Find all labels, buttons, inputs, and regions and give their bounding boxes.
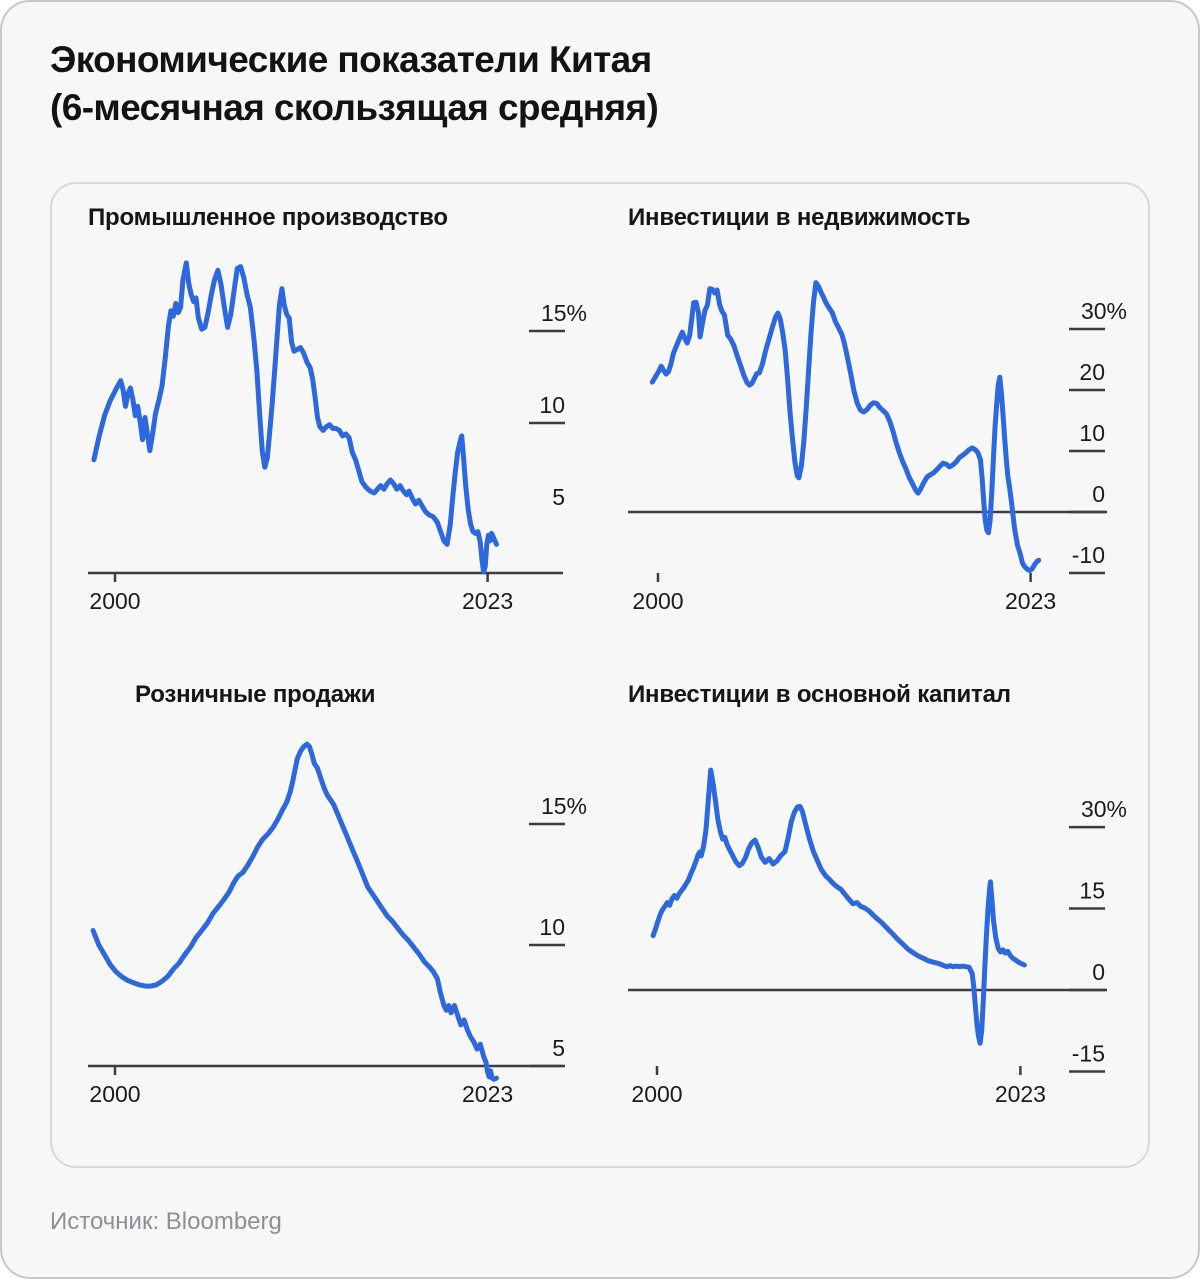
x-tick-label: 2023 bbox=[995, 1081, 1046, 1107]
y-tick-label: 5 bbox=[552, 484, 565, 510]
panel-retail-sales: Розничные продажи 2000 2023 15% 10 5 bbox=[88, 681, 600, 1111]
y-tick-label: 30% bbox=[1081, 298, 1127, 324]
data-line bbox=[91, 260, 499, 575]
chart-title: Инвестиции в недвижимость bbox=[628, 204, 971, 231]
y-tick-label: 0 bbox=[1092, 481, 1105, 507]
x-tick-label: 2000 bbox=[632, 588, 683, 614]
chart-canvas-retail-sales: 2000 2023 15% 10 5 bbox=[88, 741, 587, 1107]
y-tick-label: 30% bbox=[1081, 796, 1127, 822]
chart-canvas-fixed-asset-investment: 2000 2023 30% 15 0 -15 bbox=[628, 767, 1127, 1107]
chart-title: Розничные продажи bbox=[135, 681, 376, 708]
chart-title: Инвестиции в основной капитал bbox=[628, 681, 1011, 708]
y-tick-label: 5 bbox=[552, 1035, 565, 1061]
panel-fixed-asset-investment: Инвестиции в основной капитал 2000 2023 30… bbox=[628, 681, 1140, 1111]
y-tick-label: 15% bbox=[541, 793, 587, 819]
chart-title: Промышленное производство bbox=[88, 204, 448, 231]
x-tick-label: 2000 bbox=[89, 1081, 140, 1107]
x-tick-label: 2023 bbox=[462, 588, 513, 614]
y-tick-label: 20 bbox=[1079, 359, 1105, 385]
x-tick-label: 2000 bbox=[631, 1081, 682, 1107]
x-tick-label: 2023 bbox=[1005, 588, 1056, 614]
panel-industrial-production: Промышленное производство 2000 2023 15% 10 5 bbox=[88, 204, 600, 634]
data-line bbox=[650, 767, 1027, 1046]
y-tick-label: 0 bbox=[1092, 959, 1105, 985]
charts-card bbox=[50, 182, 1150, 1168]
page-title: Экономические показатели Китая (6-месячн… bbox=[50, 36, 659, 132]
y-tick-label: 15% bbox=[541, 300, 587, 326]
data-line bbox=[90, 741, 499, 1082]
y-tick-label: -10 bbox=[1072, 542, 1105, 568]
y-tick-label: 10 bbox=[1079, 420, 1105, 446]
page-title-line-2: (6-месячная скользящая средняя) bbox=[50, 87, 659, 128]
y-tick-label: 15 bbox=[1079, 878, 1105, 904]
chart-canvas-industrial-production: 2000 2023 15% 10 5 bbox=[88, 260, 587, 614]
source-attribution: Источник: Bloomberg bbox=[50, 1208, 282, 1235]
chart-canvas-real-estate-investment: 2000 2023 30% 20 10 0 -10 bbox=[628, 280, 1127, 614]
data-line bbox=[649, 280, 1042, 574]
page-title-line-1: Экономические показатели Китая bbox=[50, 39, 652, 80]
y-tick-label: 10 bbox=[539, 392, 565, 418]
y-tick-label: 10 bbox=[539, 914, 565, 940]
x-tick-label: 2023 bbox=[462, 1081, 513, 1107]
x-tick-label: 2000 bbox=[89, 588, 140, 614]
panel-real-estate-investment: Инвестиции в недвижимость 2000 2023 30% 20 1… bbox=[628, 204, 1140, 634]
y-tick-label: -15 bbox=[1072, 1040, 1105, 1066]
